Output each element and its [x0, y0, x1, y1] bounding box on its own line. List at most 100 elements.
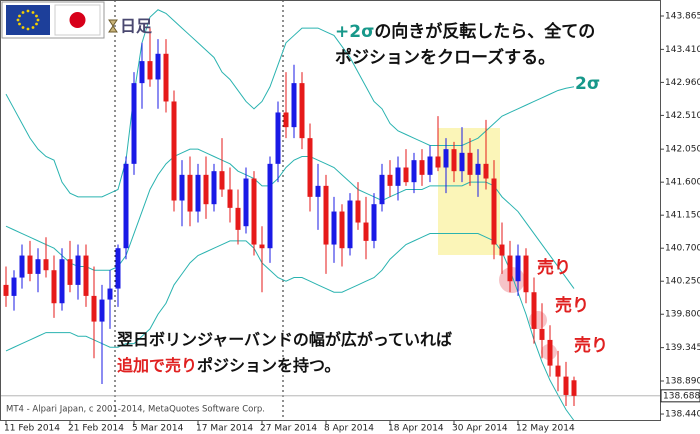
candle-body [563, 376, 569, 395]
annotation-segment: 売り [537, 257, 571, 278]
candle-body [419, 160, 425, 175]
eu-flag [6, 5, 50, 35]
annotation-segment: 売り [555, 295, 589, 316]
candle-body [411, 160, 417, 183]
candle-body [323, 185, 329, 245]
eu-stars [16, 9, 40, 31]
y-tick-label: 143.865 [665, 11, 700, 21]
candle-body [243, 178, 249, 227]
candle-body [203, 174, 209, 205]
candle-body [283, 112, 289, 128]
y-tick-label: 142.510 [665, 111, 700, 121]
candle-body [195, 174, 201, 212]
x-tick-label: 17 Mar 2014 [196, 424, 253, 434]
annotation-segment: 追加で売り [117, 356, 197, 375]
candle-body [315, 185, 321, 197]
plot-border [0, 0, 661, 421]
annotation-segment: ポジションをクローズする。 [335, 47, 555, 68]
candle-body [395, 167, 401, 186]
y-tick-label: 138.890 [665, 377, 700, 387]
candle-body [171, 101, 177, 201]
x-tick-label: 30 Apr 2014 [452, 424, 508, 434]
y-tick-label: 143.410 [665, 45, 700, 55]
band-line [5, 9, 575, 198]
candle-body [27, 255, 33, 274]
x-tick-label: 5 Mar 2014 [132, 424, 184, 434]
annotation: 追加で売りポジションを持つ。 [117, 356, 340, 375]
candle-body [475, 163, 481, 175]
candle-body [499, 244, 505, 256]
highlight-box [438, 128, 500, 255]
annotation: 翌日ボリンジャーバンドの幅が広がっていれば [117, 330, 452, 349]
annotation-segment: の向きが反転したら、全ての [374, 21, 595, 42]
candle-body [275, 112, 281, 164]
candle-body [163, 53, 169, 102]
candle-body [35, 259, 41, 274]
candle-body [507, 255, 513, 282]
candle-body [11, 277, 17, 296]
x-tick-label: 12 May 2014 [516, 424, 575, 434]
candle-body [515, 255, 521, 282]
candle-body [211, 171, 217, 205]
candle-body [67, 259, 73, 285]
candle-body [299, 83, 305, 139]
candle-body [187, 174, 193, 212]
candle-body [387, 174, 393, 186]
annotation-segment: ポジションを持つ。 [197, 356, 340, 375]
price-axis-bg [661, 0, 700, 434]
annotation-segment: 2σ [575, 74, 600, 94]
candle-body [179, 174, 185, 201]
candle-body [555, 365, 561, 377]
candle-body [451, 149, 457, 172]
candle-body [355, 200, 361, 223]
hourglass-icon [108, 19, 118, 33]
candle-body [539, 328, 545, 340]
candle-body [43, 259, 49, 271]
annotation: 売り [537, 257, 571, 278]
candle-body [123, 163, 129, 249]
candle-body [115, 248, 121, 289]
candle-body [259, 244, 265, 249]
candle-body [483, 163, 489, 179]
candle-body [459, 152, 465, 172]
y-tick-label: 142.960 [665, 78, 700, 88]
y-tick-label: 139.345 [665, 343, 700, 353]
x-tick-label: 8 Apr 2014 [324, 424, 374, 434]
band-line [5, 148, 575, 289]
candle-body [251, 178, 257, 245]
candle-body [435, 156, 441, 168]
candle-body [571, 380, 577, 396]
candle-body [107, 288, 113, 300]
annotation: +2σの向きが反転したら、全ての [335, 21, 595, 42]
y-tick-label: 140.700 [665, 244, 700, 254]
candle-body [227, 189, 233, 208]
last-price-box [660, 389, 700, 403]
candle-body [379, 174, 385, 205]
candle-body [219, 171, 225, 190]
candle-body [547, 339, 553, 366]
annotation: 売り [555, 295, 589, 316]
watermark: MT4 - Alpari Japan, c 2001-2014, MetaQuo… [6, 405, 265, 415]
candle-body [291, 83, 297, 128]
y-tick-label: 140.250 [665, 277, 700, 287]
candle-body [147, 61, 153, 80]
candle-body [443, 149, 449, 168]
candle-body [3, 284, 9, 296]
jp-sun [69, 12, 86, 28]
candle-body [331, 211, 337, 245]
candle-body [51, 270, 57, 304]
annotation-segment: +2σ [335, 22, 374, 42]
last-price-label: 138.688 [663, 391, 700, 401]
candle-body [339, 211, 345, 249]
candle-body [99, 299, 105, 322]
candle-body [403, 167, 409, 183]
y-tick-label: 139.800 [665, 310, 700, 320]
candle-body [347, 200, 353, 249]
x-tick-label: 11 Feb 2014 [4, 424, 60, 434]
band-line [5, 233, 575, 421]
candle-body [371, 204, 377, 241]
candle-body [531, 292, 537, 329]
annotation-segment: 売り [574, 335, 608, 356]
x-tick-label: 18 Apr 2014 [388, 424, 444, 434]
